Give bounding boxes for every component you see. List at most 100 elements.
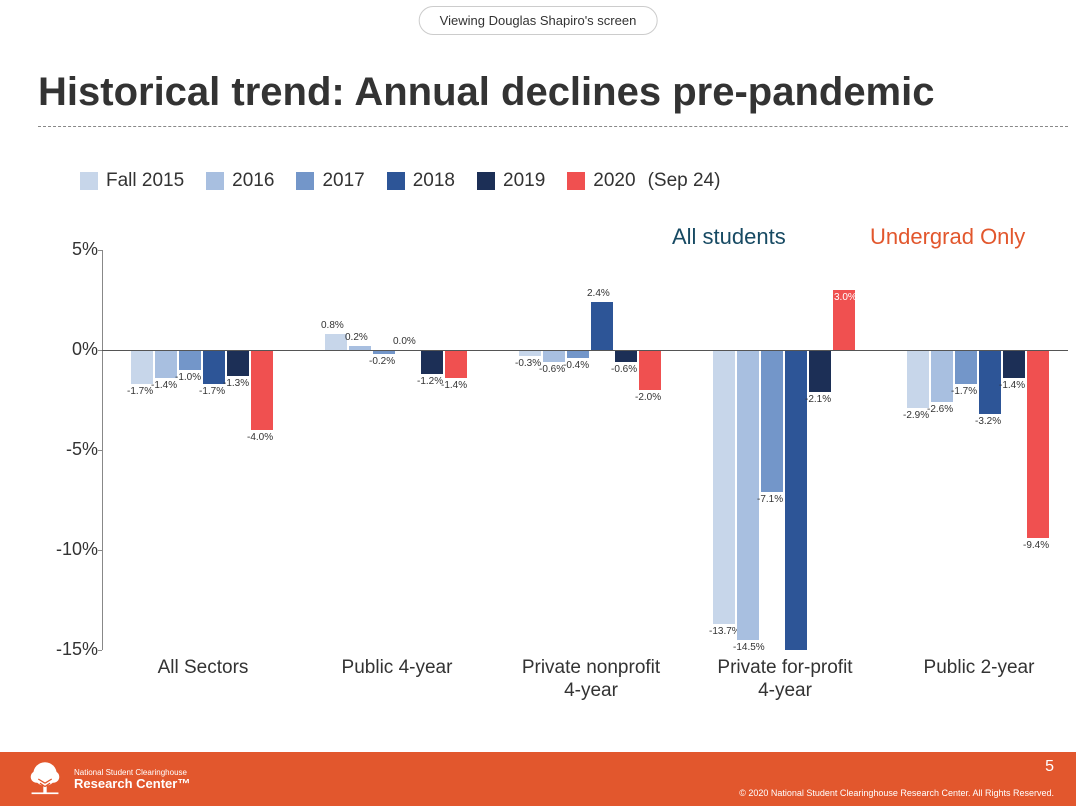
plot-area: -1.7%-1.4%-1.0%-1.7%-1.3%-4.0%0.8%0.2%-0… xyxy=(102,250,1068,650)
label-all-students: All students xyxy=(672,224,786,250)
legend-label: 2017 xyxy=(322,170,364,192)
bar xyxy=(251,350,273,430)
bar xyxy=(713,350,735,624)
bar-value-label: -2.0% xyxy=(635,392,661,403)
legend-swatch xyxy=(296,172,314,190)
legend-swatch xyxy=(206,172,224,190)
bar-value-label: -0.4% xyxy=(563,360,589,371)
bar xyxy=(809,350,831,392)
bar-value-label: -1.3% xyxy=(223,378,249,389)
y-tick-mark xyxy=(98,650,102,651)
bar-value-label: -14.5% xyxy=(733,642,765,653)
legend-swatch xyxy=(567,172,585,190)
bar-value-label: -13.7% xyxy=(709,626,741,637)
bar xyxy=(979,350,1001,414)
bar-value-label: 0.0% xyxy=(393,336,416,347)
bar xyxy=(325,334,347,350)
bar xyxy=(1003,350,1025,378)
y-tick-label: 0% xyxy=(38,339,98,360)
page-number: 5 xyxy=(1045,758,1054,776)
legend-note: (Sep 24) xyxy=(648,170,721,192)
footer-logo: National Student Clearinghouse Research … xyxy=(24,758,190,800)
bar-value-label: -1.7% xyxy=(199,386,225,397)
legend-label: 2016 xyxy=(232,170,274,192)
bar-value-label: -1.7% xyxy=(127,386,153,397)
bar-value-label: -0.6% xyxy=(539,364,565,375)
bar-value-label: -1.2% xyxy=(417,376,443,387)
legend-label: Fall 2015 xyxy=(106,170,184,192)
zero-line xyxy=(102,350,1068,351)
y-tick-label: -15% xyxy=(38,639,98,660)
chart-legend: Fall 2015 2016 2017 2018 2019 2020 (Sep 24) xyxy=(80,170,1056,192)
bar xyxy=(737,350,759,640)
y-tick-label: -5% xyxy=(38,439,98,460)
bar xyxy=(543,350,565,362)
bar xyxy=(931,350,953,402)
legend-item: Fall 2015 xyxy=(80,170,184,192)
bar xyxy=(227,350,249,376)
bar-value-label: -2.9% xyxy=(903,410,929,421)
bar xyxy=(615,350,637,362)
bar-value-label: 0.2% xyxy=(345,332,368,343)
legend-label: 2019 xyxy=(503,170,545,192)
legend-swatch xyxy=(387,172,405,190)
bar-value-label: -9.4% xyxy=(1023,540,1049,551)
bar-value-label: -1.4% xyxy=(151,380,177,391)
bar-value-label: -1.4% xyxy=(441,380,467,391)
bar xyxy=(179,350,201,370)
bar-value-label: -0.6% xyxy=(611,364,637,375)
legend-item: 2016 xyxy=(206,170,274,192)
legend-item: 2017 xyxy=(296,170,364,192)
bar xyxy=(155,350,177,378)
legend-swatch xyxy=(80,172,98,190)
y-tick-label: -10% xyxy=(38,539,98,560)
slide: Viewing Douglas Shapiro's screen Histori… xyxy=(0,0,1076,806)
bar xyxy=(445,350,467,378)
bar xyxy=(567,350,589,358)
bar-value-label: -4.0% xyxy=(247,432,273,443)
footer-org: National Student Clearinghouse Research … xyxy=(74,769,190,790)
title-divider xyxy=(38,126,1068,127)
slide-title: Historical trend: Annual declines pre-pa… xyxy=(38,70,934,115)
bar-value-label: -7.1% xyxy=(757,494,783,505)
bar-value-label: -1.7% xyxy=(951,386,977,397)
bar-value-label: -1.0% xyxy=(175,372,201,383)
bar xyxy=(907,350,929,408)
legend-item: 2020 xyxy=(567,170,635,192)
label-undergrad-only: Undergrad Only xyxy=(870,224,1025,250)
bar-value-label: 2.4% xyxy=(587,288,610,299)
bar xyxy=(955,350,977,384)
footer-org-big: Research Center™ xyxy=(74,777,190,790)
bar xyxy=(1027,350,1049,538)
legend-item: 2018 xyxy=(387,170,455,192)
legend-swatch xyxy=(477,172,495,190)
y-tick-label: 5% xyxy=(38,239,98,260)
screen-share-banner: Viewing Douglas Shapiro's screen xyxy=(419,6,658,35)
bar xyxy=(203,350,225,384)
bar-value-label: -2.6% xyxy=(927,404,953,415)
category-label: All Sectors xyxy=(111,657,295,680)
footer-bar: National Student Clearinghouse Research … xyxy=(0,752,1076,806)
footer-copyright: © 2020 National Student Clearinghouse Re… xyxy=(739,788,1054,798)
legend-label: 2020 xyxy=(593,170,635,192)
bar-value-label: -0.3% xyxy=(515,358,541,369)
bar-value-label: -3.2% xyxy=(975,416,1001,427)
bar xyxy=(131,350,153,384)
category-label: Private for-profit4-year xyxy=(693,657,877,703)
bar xyxy=(785,350,807,650)
tree-icon xyxy=(24,758,66,800)
category-label: Public 4-year xyxy=(305,657,489,680)
legend-label: 2018 xyxy=(413,170,455,192)
bar-value-label: -1.4% xyxy=(999,380,1025,391)
bar xyxy=(761,350,783,492)
bar-value-label: -0.2% xyxy=(369,356,395,367)
bar-value-label: -2.1% xyxy=(805,394,831,405)
bar xyxy=(591,302,613,350)
bar xyxy=(421,350,443,374)
bar-value-label: 3.0% xyxy=(834,292,857,303)
bar-chart: 5%0%-5%-10%-15% -1.7%-1.4%-1.0%-1.7%-1.3… xyxy=(38,250,1068,710)
bar-value-label: 0.8% xyxy=(321,320,344,331)
bar xyxy=(639,350,661,390)
legend-item: 2019 xyxy=(477,170,545,192)
category-label: Private nonprofit4-year xyxy=(499,657,683,703)
